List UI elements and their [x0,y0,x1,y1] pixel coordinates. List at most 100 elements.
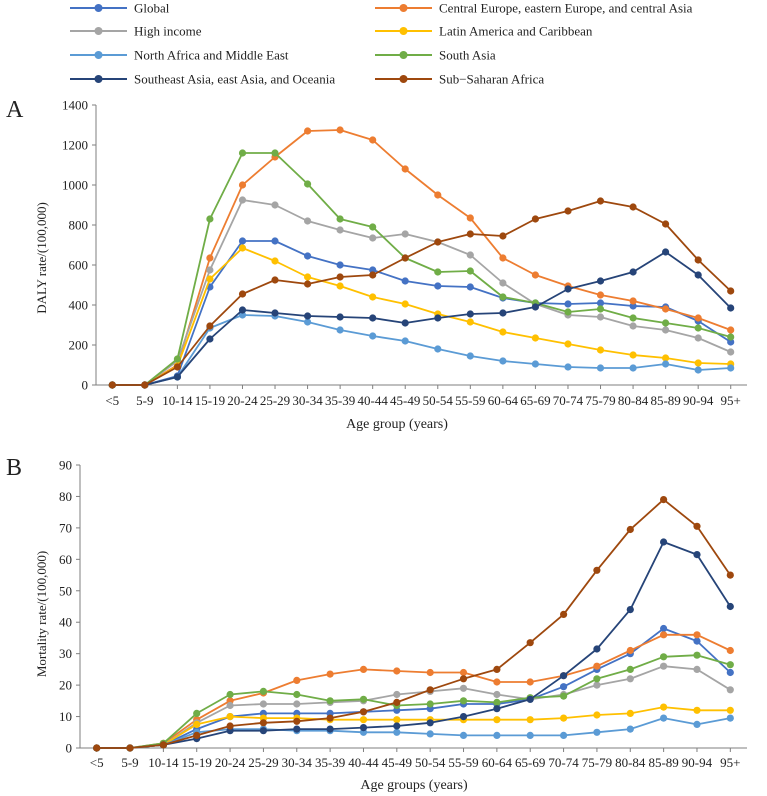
data-point [564,308,572,316]
data-point [531,360,540,368]
series [108,197,735,389]
x-tick-label: 30-34 [282,755,313,770]
data-point [593,645,601,653]
data-point [499,309,507,317]
series-line [96,541,732,749]
data-point [434,268,442,276]
series-line [112,152,731,386]
data-point [662,220,670,228]
data-point [493,716,501,724]
data-point [560,714,568,722]
legend-label: Global [134,1,170,16]
data-point [726,714,734,722]
data-point [173,363,181,371]
data-point [238,196,247,204]
y-tick-label: 0 [82,378,89,393]
data-point [259,727,267,735]
data-point [459,668,468,677]
data-point [662,305,670,313]
x-tick-label: 85-89 [650,393,680,408]
x-tick-label: 70-74 [548,755,579,770]
data-point [629,364,637,372]
data-point [401,277,409,285]
legend-label: South Asia [439,48,496,63]
x-tick-label: 35-39 [325,393,355,408]
series-line [96,665,731,749]
data-point [660,496,668,504]
legend-item: North Africa and Middle East [70,48,289,63]
series-line [96,633,731,749]
data-point [693,637,701,645]
data-point [359,708,368,716]
series [108,244,735,389]
panel-b-y-axis-title: Mortality rate/(100,000) [34,551,49,677]
data-point [466,251,474,259]
data-point [466,214,474,222]
y-tick-label: 30 [59,646,72,661]
data-point [596,291,605,299]
data-point [426,700,434,708]
x-tick-label: 40-44 [348,755,379,770]
y-tick-label: 70 [59,520,72,535]
data-point [238,149,247,157]
data-point [359,716,368,724]
data-point [206,335,214,343]
data-point [459,684,468,692]
data-point [593,711,601,719]
data-point [727,326,735,334]
data-point [726,706,734,714]
y-tick-label: 400 [69,298,89,313]
panel-a-label: A [6,97,24,123]
series [108,196,735,389]
data-point [426,719,434,727]
series-line [112,240,732,386]
data-point [660,538,668,546]
y-tick-label: 600 [69,258,89,273]
series [108,126,735,389]
data-point [560,692,568,700]
data-point [206,266,214,274]
data-point [466,267,474,275]
y-tick-label: 90 [59,458,72,473]
data-point [526,639,534,647]
data-point [629,314,637,322]
data-point [459,731,468,740]
x-tick-label: 55-59 [448,755,478,770]
panel-b: B Mortality rate/(100,000) Age groups (y… [6,455,747,793]
legend-item: Central Europe, eastern Europe, and cent… [375,1,693,16]
data-point [626,606,634,614]
data-point [304,252,312,260]
data-point [499,232,507,240]
data-point [694,314,702,322]
data-point [727,287,735,295]
data-point [108,381,116,389]
data-point [336,126,344,134]
x-tick-label: 15-19 [195,393,225,408]
data-point [401,319,409,327]
data-point [466,283,474,291]
data-point [626,525,634,534]
data-point [493,690,501,699]
data-point [206,254,214,262]
legend: Global Central Europe, eastern Europe, an… [70,1,693,87]
x-tick-label: <5 [90,755,104,770]
data-point [626,709,634,718]
data-point [326,714,334,722]
data-point [693,665,701,674]
data-point [660,631,668,639]
legend-swatch-marker [94,4,103,12]
data-point [493,705,501,713]
data-point [531,271,540,279]
y-tick-label: 800 [69,218,89,233]
data-point [359,724,368,732]
x-tick-label: 10-14 [162,393,193,408]
data-point [369,136,377,144]
data-point [238,237,247,245]
data-point [466,352,474,360]
data-point [93,744,101,752]
data-point [560,731,568,740]
data-point [593,681,601,689]
data-point [206,215,214,223]
series-line [112,251,732,386]
data-point [727,364,735,372]
